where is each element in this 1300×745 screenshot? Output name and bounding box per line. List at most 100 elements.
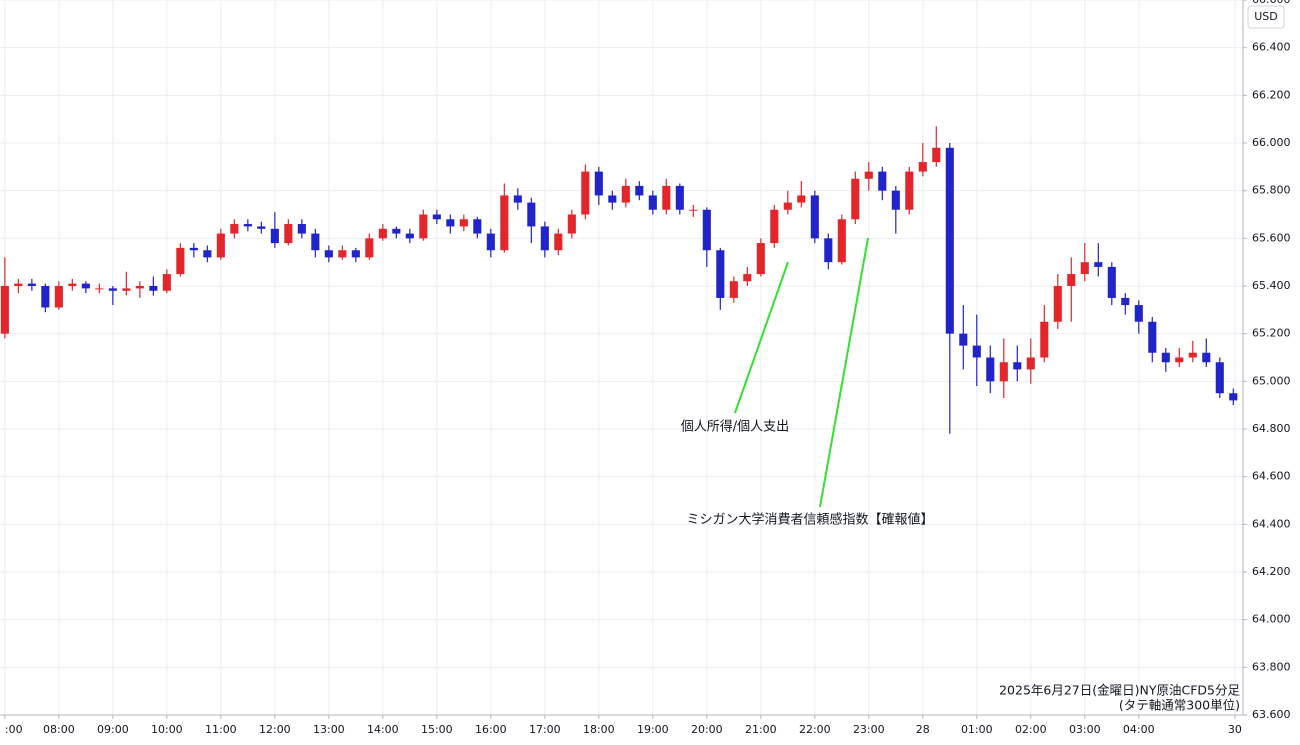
candle-body: [108, 288, 117, 291]
candle-body: [1229, 393, 1238, 401]
annotation: 個人所得/個人支出: [681, 419, 789, 435]
y-tick-label: 64.600: [1252, 470, 1291, 483]
candle-body: [864, 171, 873, 179]
candle-body: [729, 281, 738, 298]
candle-body: [162, 274, 171, 291]
y-tick-label: 65.200: [1252, 327, 1291, 340]
candle-body: [972, 345, 981, 358]
candle-body: [608, 195, 617, 203]
candle-body: [891, 190, 900, 210]
x-tick-label: 22:00: [799, 723, 831, 736]
candle-body: [621, 185, 630, 203]
candle-body: [324, 250, 333, 258]
y-tick-label: 65.000: [1252, 374, 1291, 387]
y-tick-label: 65.800: [1252, 184, 1291, 197]
candle-body: [554, 233, 563, 251]
candle-body: [824, 238, 833, 263]
candle-body: [770, 209, 779, 244]
x-tick-label: 11:00: [205, 723, 237, 736]
candle-body: [473, 219, 482, 234]
y-tick-label: 65.600: [1252, 231, 1291, 244]
x-tick-label: 21:00: [745, 723, 777, 736]
y-tick-label: 66.600: [1252, 0, 1291, 6]
candle-body: [567, 214, 576, 234]
candle-body: [230, 224, 239, 234]
candle-body: [837, 219, 846, 263]
candle-body: [270, 228, 279, 244]
x-tick-label: 15:00: [421, 723, 453, 736]
y-tick-label: 64.000: [1252, 613, 1291, 626]
candle-body: [135, 286, 144, 289]
candle-body: [702, 209, 711, 251]
x-tick-label: 14:00: [367, 723, 399, 736]
candle-body: [635, 185, 644, 196]
candle-body: [959, 333, 968, 346]
y-tick-label: 66.400: [1252, 41, 1291, 54]
x-tick-label: :00: [5, 723, 23, 736]
candle-body: [905, 171, 914, 210]
candle-body: [581, 171, 590, 215]
candle-body: [945, 147, 954, 334]
x-tick-label: 20:00: [691, 723, 723, 736]
candle-body: [378, 228, 387, 239]
candle-body: [675, 185, 684, 210]
candle-body: [81, 283, 90, 289]
footer: (タテ軸通常300単位): [1119, 698, 1240, 713]
candle-body: [594, 171, 603, 196]
x-tick-label: 23:00: [853, 723, 885, 736]
x-tick-label: 04:00: [1123, 723, 1155, 736]
candle-body: [149, 286, 158, 291]
candle-body: [1134, 305, 1143, 322]
candle-body: [446, 219, 455, 227]
unit-label: USD: [1254, 10, 1278, 23]
candle-body: [27, 283, 36, 286]
annotation: ミシガン大学消費者信頼感指数【確報値】: [686, 512, 933, 528]
y-tick-label: 64.400: [1252, 517, 1291, 530]
candle-body: [851, 178, 860, 220]
x-tick-label: 17:00: [529, 723, 561, 736]
grid: [0, 0, 1243, 716]
y-tick-label: 66.000: [1252, 136, 1291, 149]
candle-body: [1107, 266, 1116, 298]
candle-body: [189, 247, 198, 251]
x-tick-label: 01:00: [961, 723, 993, 736]
candle-body: [95, 288, 104, 290]
candles: [0, 126, 1238, 434]
candle-body: [986, 357, 995, 382]
candle-body: [810, 195, 819, 239]
candle-body: [284, 224, 293, 244]
x-tick-label: 09:00: [97, 723, 129, 736]
candle-body: [878, 171, 887, 191]
candle-body: [122, 288, 131, 291]
y-tick-label: 66.200: [1252, 88, 1291, 101]
x-tick-label: 02:00: [1015, 723, 1047, 736]
candle-body: [459, 219, 468, 227]
candle-body: [500, 195, 509, 251]
candle-body: [257, 226, 266, 229]
candle-body: [351, 250, 360, 258]
candle-body: [797, 195, 806, 203]
candle-body: [14, 283, 23, 286]
y-tick-label: 63.800: [1252, 660, 1291, 673]
candle-body: [419, 214, 428, 239]
candle-body: [1067, 274, 1076, 286]
candle-body: [513, 195, 522, 203]
x-tick-label: 08:00: [43, 723, 75, 736]
candle-body: [1161, 352, 1170, 363]
candle-body: [365, 238, 374, 258]
x-tick-label: 13:00: [313, 723, 345, 736]
y-tick-label: 64.200: [1252, 565, 1291, 578]
candle-body: [1121, 297, 1130, 306]
candle-body: [932, 147, 941, 163]
x-tick-label: 30: [1228, 723, 1242, 736]
x-tick-label: 18:00: [583, 723, 615, 736]
candle-body: [716, 250, 725, 298]
candle-body: [1215, 362, 1224, 394]
candle-body: [1040, 321, 1049, 358]
x-tick-label: 16:00: [475, 723, 507, 736]
candle-body: [243, 224, 252, 227]
candle-body: [0, 286, 9, 334]
candle-body: [1053, 286, 1062, 322]
candle-body: [176, 247, 185, 275]
